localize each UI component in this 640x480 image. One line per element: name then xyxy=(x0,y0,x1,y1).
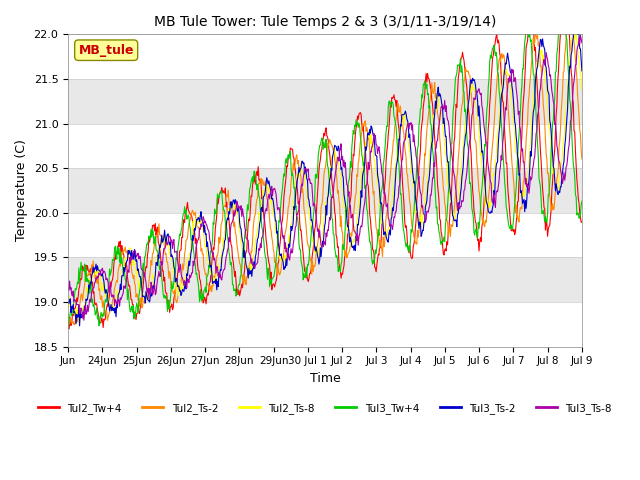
Bar xyxy=(68,123,582,168)
Bar xyxy=(68,168,582,213)
Title: MB Tule Tower: Tule Temps 2 & 3 (3/1/11-3/19/14): MB Tule Tower: Tule Temps 2 & 3 (3/1/11-… xyxy=(154,15,496,29)
Y-axis label: Temperature (C): Temperature (C) xyxy=(15,140,28,241)
Bar xyxy=(68,213,582,257)
Text: MB_tule: MB_tule xyxy=(79,44,134,57)
Bar xyxy=(68,302,582,347)
Legend: Tul2_Tw+4, Tul2_Ts-2, Tul2_Ts-8, Tul3_Tw+4, Tul3_Ts-2, Tul3_Ts-8: Tul2_Tw+4, Tul2_Ts-2, Tul2_Ts-8, Tul3_Tw… xyxy=(34,399,616,418)
X-axis label: Time: Time xyxy=(310,372,340,385)
Bar xyxy=(68,257,582,302)
Bar xyxy=(68,35,582,79)
Bar xyxy=(68,79,582,123)
